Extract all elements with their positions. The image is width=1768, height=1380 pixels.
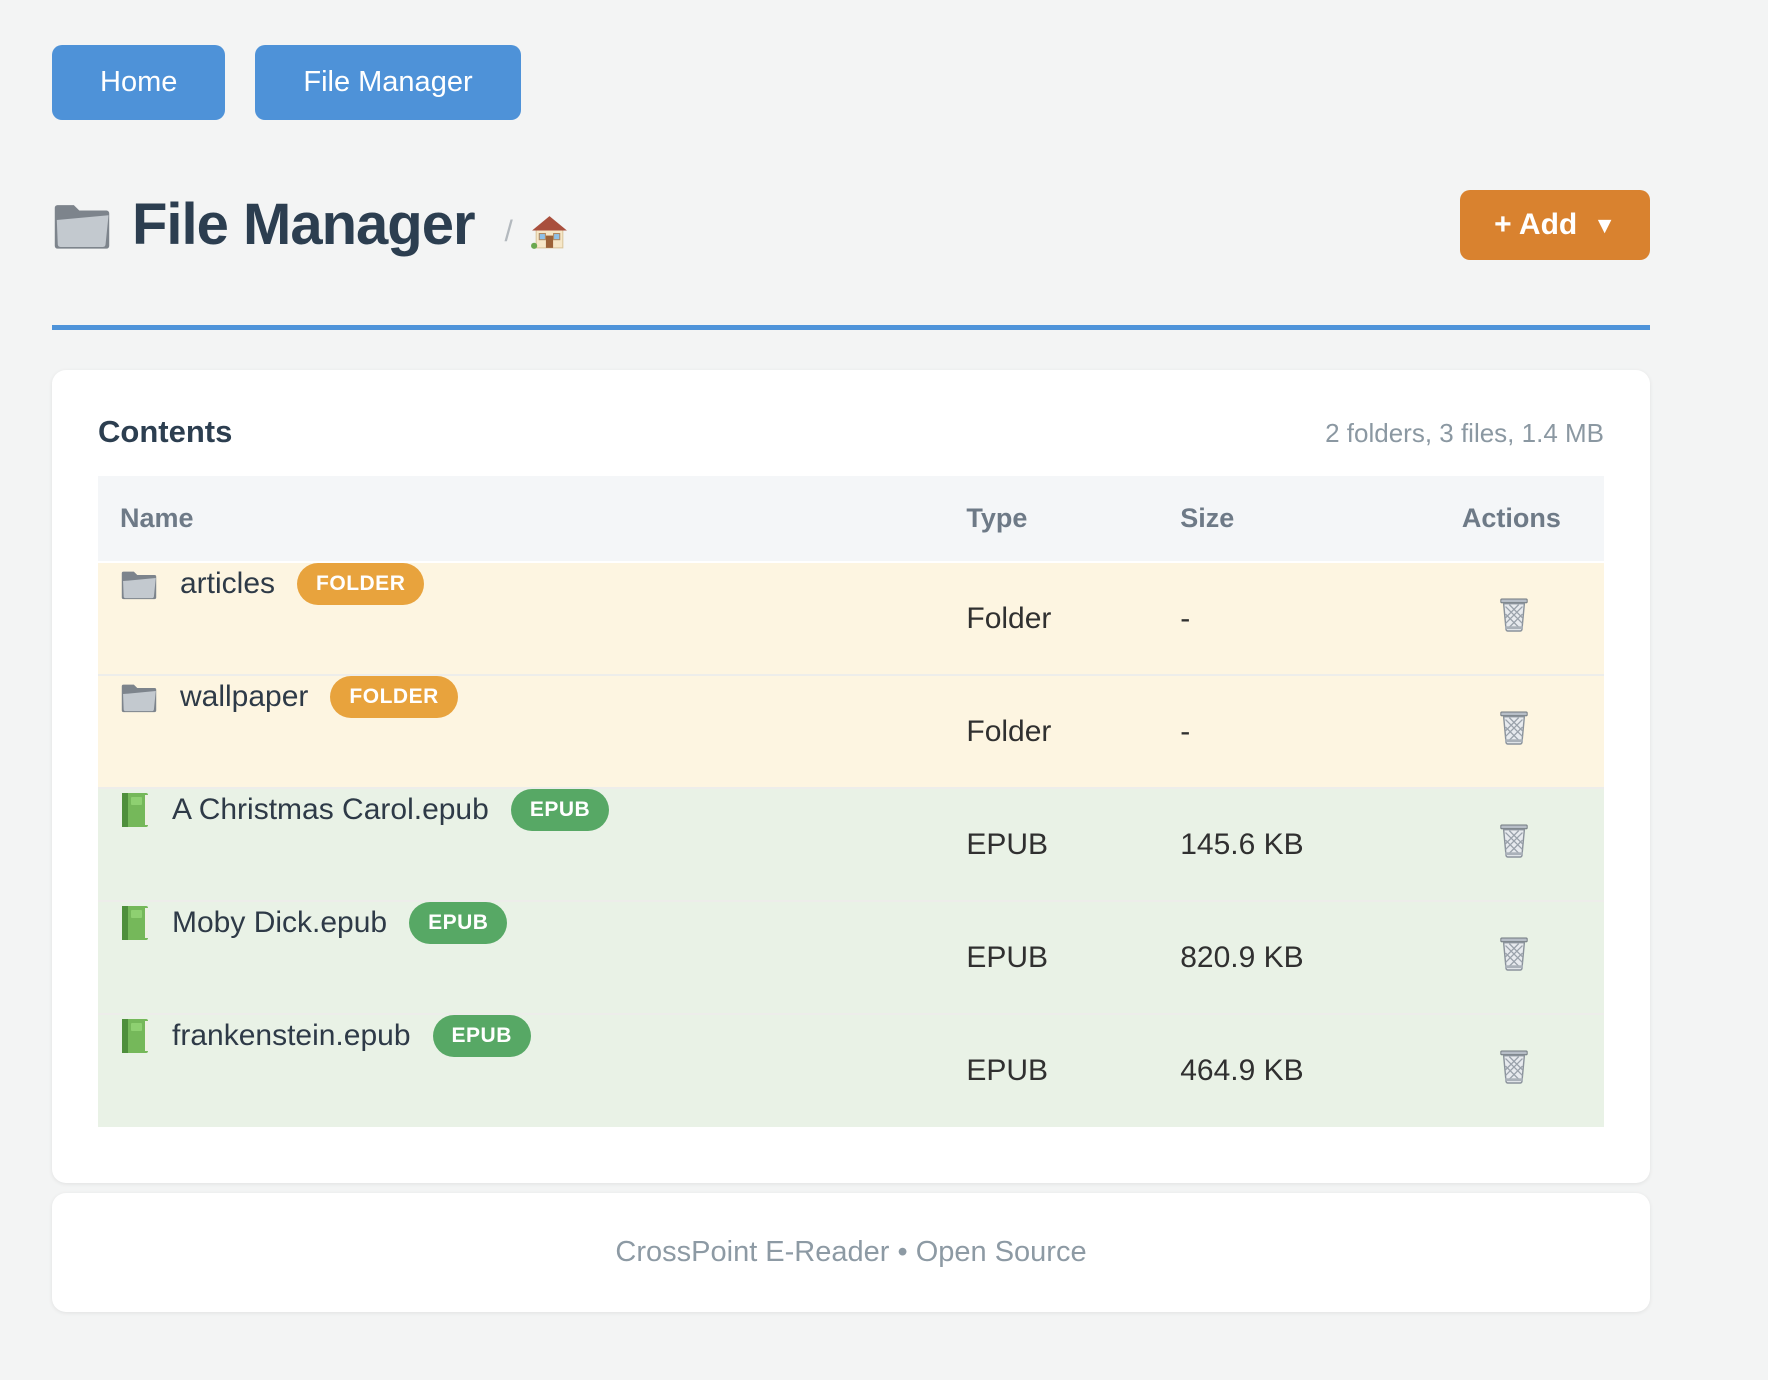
file-name-link[interactable]: Moby Dick.epub	[172, 906, 388, 939]
nav-button-file-manager[interactable]: File Manager	[255, 45, 521, 120]
folder-badge: FOLDER	[297, 563, 425, 605]
column-header-type: Type	[966, 503, 1028, 533]
breadcrumb-separator: /	[504, 215, 513, 248]
epub-badge: EPUB	[409, 902, 508, 944]
contents-heading: Contents	[98, 414, 233, 449]
delete-button[interactable]	[1498, 823, 1530, 859]
nav-button-home[interactable]: Home	[52, 45, 226, 120]
table-row: frankenstein.epub EPUB EPUB 464.9 KB	[98, 1014, 1604, 1127]
folder-badge: FOLDER	[330, 676, 458, 718]
size-cell: -	[1180, 714, 1191, 748]
caret-down-icon: ▼	[1593, 211, 1616, 238]
breadcrumb: /	[505, 213, 570, 252]
page: Home File Manager File Manager /	[52, 0, 1650, 1312]
delete-button[interactable]	[1498, 936, 1530, 972]
epub-badge: EPUB	[432, 1015, 531, 1057]
page-header: File Manager / + Add ▼	[52, 190, 1650, 260]
wastebasket-icon	[1500, 824, 1528, 858]
file-name-link[interactable]: A Christmas Carol.epub	[172, 793, 489, 826]
title-divider	[52, 325, 1650, 330]
wastebasket-icon	[1500, 711, 1528, 745]
type-cell: EPUB	[966, 1054, 1049, 1087]
file-name-link[interactable]: frankenstein.epub	[172, 1019, 411, 1052]
folder-icon	[120, 569, 158, 600]
green-book-icon	[120, 792, 150, 828]
type-cell: Folder	[966, 714, 1052, 748]
name-cell: A Christmas Carol.epub EPUB	[98, 789, 944, 831]
size-cell: 464.9 KB	[1180, 1054, 1304, 1087]
contents-card: Contents 2 folders, 3 files, 1.4 MB Name…	[52, 370, 1650, 1183]
page-title: File Manager	[132, 192, 476, 258]
column-header-size: Size	[1180, 503, 1235, 533]
wastebasket-icon	[1500, 937, 1528, 971]
contents-summary: 2 folders, 3 files, 1.4 MB	[1325, 418, 1604, 448]
green-book-icon	[120, 1018, 150, 1054]
type-cell: EPUB	[966, 940, 1049, 974]
green-book-icon	[120, 905, 150, 941]
table-row: A Christmas Carol.epub EPUB EPUB 145.6 K…	[98, 788, 1604, 901]
house-icon[interactable]	[529, 213, 570, 252]
wastebasket-icon	[1500, 1050, 1528, 1084]
footer-text: CrossPoint E-Reader • Open Source	[615, 1236, 1087, 1268]
folder-name-link[interactable]: articles	[180, 567, 276, 600]
actions-cell	[1440, 675, 1604, 788]
actions-cell	[1440, 901, 1604, 1014]
add-button-label: + Add	[1494, 208, 1578, 241]
size-cell: -	[1180, 601, 1191, 635]
folder-name-link[interactable]: wallpaper	[180, 680, 309, 713]
delete-button[interactable]	[1498, 710, 1530, 746]
actions-cell	[1440, 1014, 1604, 1127]
table-header-row: Name Type Size Actions	[98, 476, 1604, 562]
wastebasket-icon	[1500, 598, 1528, 632]
folder-icon	[120, 682, 158, 713]
epub-badge: EPUB	[510, 789, 610, 831]
delete-button[interactable]	[1498, 597, 1530, 633]
size-cell: 145.6 KB	[1180, 827, 1304, 861]
size-cell: 820.9 KB	[1180, 940, 1304, 974]
add-button[interactable]: + Add ▼	[1460, 190, 1650, 260]
table-row: articles FOLDER Folder -	[98, 562, 1604, 675]
name-cell: articles FOLDER	[98, 563, 944, 605]
footer: CrossPoint E-Reader • Open Source	[52, 1193, 1650, 1312]
table-row: Moby Dick.epub EPUB EPUB 820.9 KB	[98, 901, 1604, 1014]
type-cell: EPUB	[966, 827, 1049, 861]
table-row: wallpaper FOLDER Folder -	[98, 675, 1604, 788]
type-cell: Folder	[966, 601, 1052, 635]
open-folder-icon	[52, 201, 112, 250]
column-header-name: Name	[120, 503, 194, 533]
name-cell: wallpaper FOLDER	[98, 676, 944, 718]
actions-cell	[1440, 562, 1604, 675]
name-cell: frankenstein.epub EPUB	[98, 1015, 944, 1057]
file-table: Name Type Size Actions a	[98, 476, 1604, 1127]
delete-button[interactable]	[1498, 1049, 1530, 1085]
top-navigation: Home File Manager	[52, 0, 1650, 120]
actions-cell	[1440, 788, 1604, 901]
column-header-actions: Actions	[1461, 503, 1561, 533]
name-cell: Moby Dick.epub EPUB	[98, 902, 944, 944]
